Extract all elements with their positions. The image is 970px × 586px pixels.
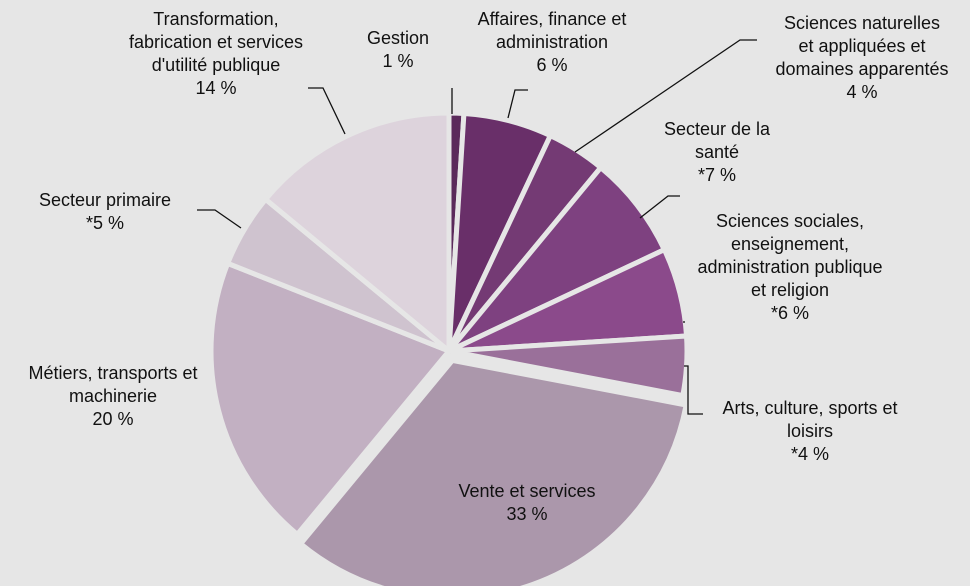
category-label: Sciences naturelles et appliquées et dom… [775,13,949,79]
value-label: 14 % [195,78,237,98]
pie-slice [263,110,452,354]
value-label: 20 % [92,409,134,429]
value-label: *5 % [85,213,125,233]
slice-label: Sciences sociales, enseignement, adminis… [695,210,885,325]
leader-line [197,209,242,229]
value-label: *4 % [790,444,830,464]
category-label: Arts, culture, sports et loisirs [722,398,898,441]
leader-line [684,365,703,415]
value-label: *7 % [697,165,737,185]
category-label: Secteur de la santé [663,119,771,162]
slice-label: Sciences naturelles et appliquées et dom… [775,12,950,104]
slice-label: Gestion 1 % [353,27,443,73]
leader-line [507,89,528,119]
slice-label: Métiers, transports et machinerie 20 % [18,362,208,431]
category-label: Gestion [366,28,430,48]
slice-label: Vente et services 33 % [417,480,637,526]
value-label: 1 % [382,51,414,71]
category-label: Métiers, transports et machinerie [28,363,198,406]
slice-label: Secteur de la santé *7 % [655,118,780,187]
category-label: Vente et services [458,481,596,501]
pie-slice [298,357,689,586]
category-label: Transformation, fabrication et services … [128,9,304,75]
value-label: 4 % [846,82,878,102]
value-label: *6 % [770,303,810,323]
slice-label: Arts, culture, sports et loisirs *4 % [713,397,908,466]
category-label: Secteur primaire [38,190,172,210]
value-label: 6 % [536,55,568,75]
leader-line [639,195,680,219]
category-label: Sciences sociales, enseignement, adminis… [697,211,883,300]
slice-label: Affaires, finance et administration 6 % [462,8,642,77]
leader-line [574,39,757,153]
value-label: 33 % [506,504,548,524]
pie-slice [208,260,452,537]
slice-label: Transformation, fabrication et services … [127,8,305,100]
category-label: Affaires, finance et administration [477,9,627,52]
leader-line [308,87,346,135]
slice-label: Secteur primaire *5 % [5,189,205,235]
